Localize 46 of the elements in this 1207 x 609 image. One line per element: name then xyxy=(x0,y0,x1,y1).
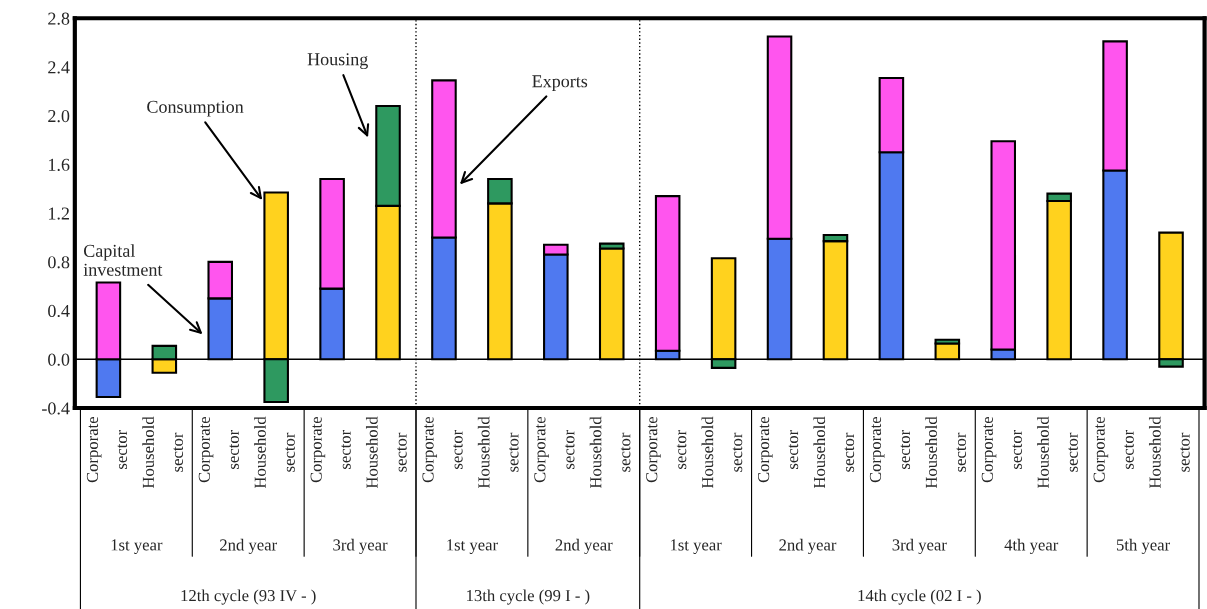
y-tick-label: -0.4 xyxy=(42,402,70,415)
x-tick-label: Corporate sector xyxy=(869,416,911,483)
x-tick-label: Household sector xyxy=(1148,416,1190,489)
x-tick-label: Household sector xyxy=(813,416,855,489)
text: 13th cycle (99 I - ) xyxy=(467,589,590,605)
y-tick-label: 2.8 xyxy=(48,12,70,25)
y-tick-label: 0.0 xyxy=(48,353,70,366)
text: 14th cycle (02 I - ) xyxy=(858,589,981,605)
x-tick-label: Household sector xyxy=(477,416,519,489)
text: Exports xyxy=(532,75,588,92)
text: 2nd year xyxy=(220,538,277,554)
text: 1st year xyxy=(447,539,498,554)
x-tick-label: Corporate sector xyxy=(534,416,575,483)
text: 3rd year xyxy=(892,538,947,554)
x-tick-label: Corporate sector xyxy=(86,416,128,483)
y-tick-label: 0.8 xyxy=(48,256,70,269)
x-tick-label: Household sector xyxy=(254,416,295,489)
text: 3rd year xyxy=(333,538,388,554)
x-tick-label: Corporate sector xyxy=(981,416,1022,483)
x-tick-label: Household sector xyxy=(365,416,407,489)
y-tick-label: 2.4 xyxy=(48,61,70,74)
text: 12th cycle (93 IV - ) xyxy=(181,589,316,605)
text: Capital investment xyxy=(83,244,163,276)
x-tick-label: Household sector xyxy=(925,416,966,489)
x-tick-label: Household sector xyxy=(1037,416,1078,489)
x-tick-label: Corporate sector xyxy=(198,416,239,483)
text: 4th year xyxy=(1004,538,1059,554)
text: 5th year xyxy=(1116,538,1170,554)
x-tick-label: Corporate sector xyxy=(310,416,351,483)
text: 1st year xyxy=(670,539,722,554)
x-tick-label: Household sector xyxy=(142,416,183,489)
text: Consumption xyxy=(147,100,244,117)
y-tick-label: 1.2 xyxy=(48,207,69,220)
x-tick-label: Household sector xyxy=(589,416,631,489)
text: 1st year xyxy=(111,539,163,554)
x-tick-label: Corporate sector xyxy=(1093,416,1134,483)
y-tick-label: 1.6 xyxy=(48,158,70,171)
text: 2nd year xyxy=(555,538,613,554)
text: 2nd year xyxy=(779,538,837,554)
x-tick-label: Corporate sector xyxy=(646,416,687,483)
x-tick-label: Corporate sector xyxy=(422,416,463,483)
y-tick-label: 0.4 xyxy=(48,304,70,318)
text: Housing xyxy=(307,53,368,70)
x-tick-label: Corporate sector xyxy=(758,416,799,483)
y-tick-label: 2.0 xyxy=(48,109,70,123)
x-tick-label: Household sector xyxy=(701,416,743,489)
